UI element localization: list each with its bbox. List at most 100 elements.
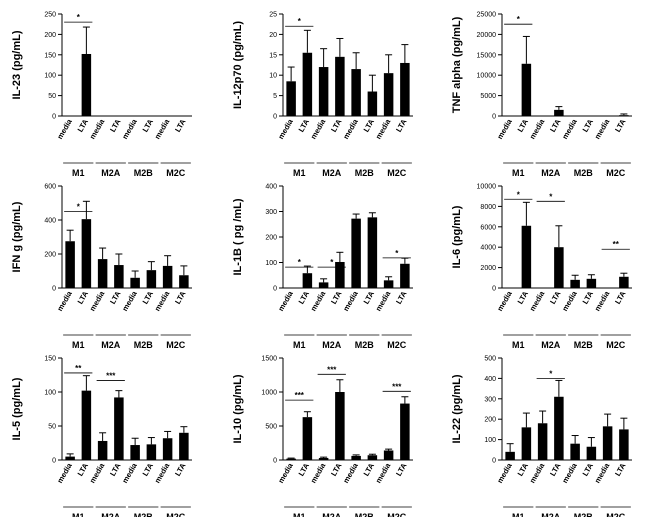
y-tick-label: 500	[484, 356, 496, 363]
group-label: M1	[72, 512, 85, 517]
bar	[400, 62, 410, 116]
y-tick-label: 15	[269, 52, 277, 59]
x-tick-label: media	[309, 117, 328, 141]
x-tick-label: media	[88, 289, 107, 313]
group-label: M2B	[574, 340, 594, 350]
bar	[81, 53, 92, 116]
y-tick-label: 200	[484, 417, 496, 424]
y-tick-label: 100	[44, 73, 56, 80]
x-tick-label: LTA	[394, 461, 409, 478]
x-tick-label: media	[120, 117, 139, 141]
x-tick-label: LTA	[516, 117, 531, 134]
group-label: M2B	[355, 512, 375, 517]
y-tick-label: 0	[273, 458, 277, 465]
y-tick-label: 5000	[480, 93, 496, 100]
significance-label: *	[298, 258, 302, 267]
group-label: M2C	[387, 168, 407, 178]
x-tick-label: media	[495, 117, 514, 141]
bar	[146, 444, 157, 460]
group-label: M1	[293, 168, 306, 178]
group-label: M2C	[606, 340, 626, 350]
y-tick-label: 0	[492, 114, 496, 121]
x-tick-label: LTA	[548, 461, 563, 478]
group-label: M2A	[101, 168, 121, 178]
x-tick-label: media	[560, 117, 579, 141]
y-tick-label: 250	[44, 12, 56, 19]
significance-label: *	[77, 203, 81, 212]
group-label: M1	[72, 168, 85, 178]
group-label: M1	[293, 340, 306, 350]
group-label: M2A	[101, 340, 121, 350]
bar	[400, 403, 410, 460]
group-label: M2A	[322, 168, 342, 178]
bar	[619, 115, 629, 116]
bar	[302, 52, 313, 116]
bar	[521, 427, 532, 460]
group-label: M2C	[387, 340, 407, 350]
group-label: M2B	[134, 168, 154, 178]
y-axis-label: IFN g (pg/mL)	[11, 201, 23, 272]
bar	[286, 81, 296, 116]
x-tick-label: LTA	[173, 461, 188, 478]
x-tick-label: LTA	[613, 461, 628, 478]
x-tick-label: media	[276, 461, 295, 485]
bar	[318, 457, 329, 460]
group-label: M2A	[541, 168, 561, 178]
bar	[505, 451, 515, 460]
x-tick-label: media	[55, 117, 74, 141]
x-tick-label: LTA	[394, 289, 409, 306]
y-tick-label: 0	[52, 458, 56, 465]
group-label: M2A	[101, 512, 121, 517]
x-tick-label: LTA	[516, 461, 531, 478]
x-tick-label: media	[528, 289, 547, 313]
x-tick-label: LTA	[297, 289, 312, 306]
x-tick-label: LTA	[613, 117, 628, 134]
significance-label: *	[549, 369, 553, 378]
bar	[383, 73, 394, 116]
y-tick-label: 1500	[261, 356, 277, 363]
y-tick-label: 0	[273, 114, 277, 121]
significance-label: *	[517, 15, 521, 24]
x-tick-label: LTA	[76, 289, 91, 306]
bar	[318, 67, 329, 116]
x-tick-label: media	[309, 461, 328, 485]
x-tick-label: LTA	[362, 289, 377, 306]
x-tick-label: LTA	[76, 461, 91, 478]
x-tick-label: LTA	[141, 117, 156, 134]
group-label: M2B	[134, 512, 154, 517]
y-axis-label: IL-12p70 (pg/mL)	[232, 21, 244, 109]
bar	[351, 69, 361, 116]
bar	[367, 91, 378, 116]
chart-panel-3: TNF alpha (pg/mL) 0 5000 10000 15000 20000 250…	[451, 12, 632, 178]
group-label: M2B	[574, 168, 594, 178]
significance-label: **	[75, 364, 82, 373]
y-tick-label: 10	[269, 73, 277, 80]
bar	[162, 438, 173, 460]
y-tick-label: 20000	[477, 32, 497, 39]
x-tick-label: media	[341, 461, 360, 485]
y-tick-label: 50	[48, 424, 56, 431]
x-tick-label: media	[528, 117, 547, 141]
significance-label: *	[330, 258, 334, 267]
bar	[619, 276, 629, 288]
y-tick-label: 200	[44, 32, 56, 39]
bar	[351, 455, 361, 460]
y-tick-label: 400	[265, 184, 277, 191]
x-tick-label: media	[374, 289, 393, 313]
x-tick-label: media	[276, 289, 295, 313]
y-tick-label: 10000	[477, 184, 497, 191]
x-tick-label: media	[153, 117, 172, 141]
x-tick-label: LTA	[141, 461, 156, 478]
y-tick-label: 300	[484, 396, 496, 403]
bar	[554, 396, 564, 460]
bar	[335, 261, 345, 288]
group-label: M2B	[574, 512, 594, 517]
y-axis-label: IL-23 (pg/mL)	[11, 30, 23, 99]
x-tick-label: media	[153, 461, 172, 485]
y-tick-label: 100	[265, 260, 277, 267]
y-tick-label: 0	[492, 458, 496, 465]
